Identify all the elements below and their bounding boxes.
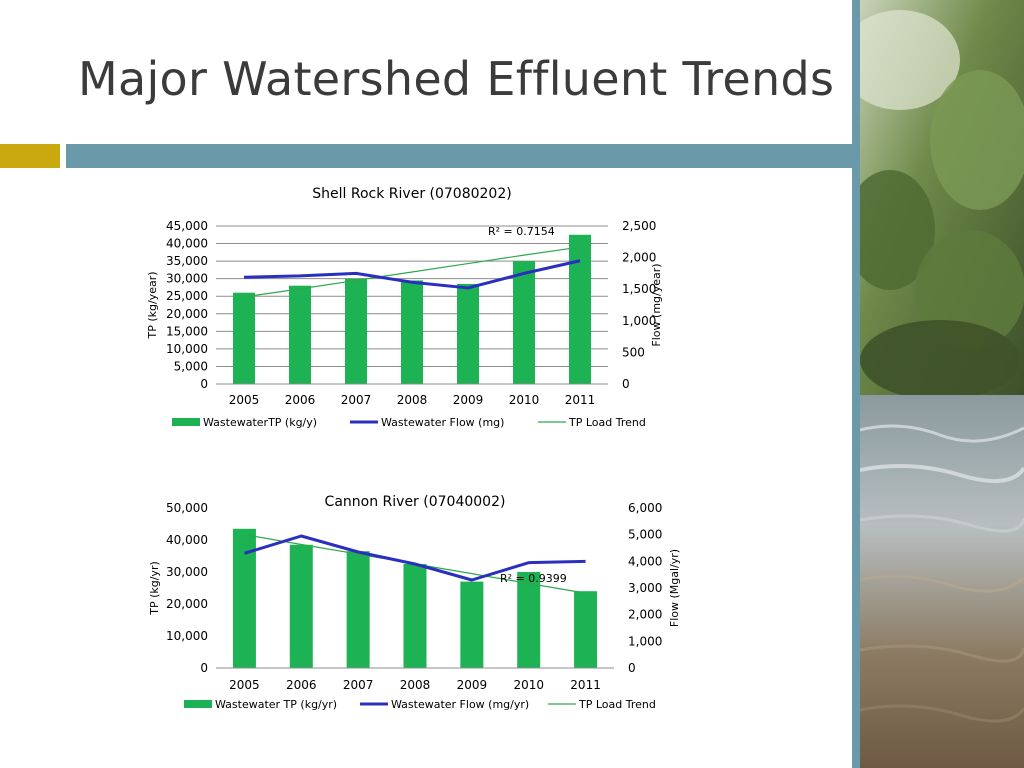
bar xyxy=(569,234,591,384)
legend-label: Wastewater Flow (mg) xyxy=(381,416,504,429)
x-tick-label: 2011 xyxy=(570,678,601,692)
y2-axis-label: Flow (mg/year) xyxy=(650,263,663,346)
x-tick-label: 2005 xyxy=(229,393,260,407)
river-photo xyxy=(860,0,1024,768)
bar xyxy=(401,280,423,384)
y2-tick-label: 2,000 xyxy=(622,251,656,265)
bar xyxy=(517,572,541,668)
legend-label: WastewaterTP (kg/y) xyxy=(203,416,317,429)
y-tick-label: 10,000 xyxy=(166,342,208,356)
x-tick-label: 2005 xyxy=(229,678,260,692)
x-tick-label: 2008 xyxy=(400,678,431,692)
x-tick-label: 2009 xyxy=(453,393,484,407)
bar xyxy=(513,261,535,384)
y2-axis-label: Flow (Mgal/yr) xyxy=(668,549,681,627)
flow-line xyxy=(243,534,586,582)
y-tick-label: 15,000 xyxy=(166,324,208,338)
y2-tick-label: 4,000 xyxy=(628,554,662,568)
flow-line xyxy=(243,259,581,290)
legend-label: Wastewater TP (kg/yr) xyxy=(215,698,337,711)
y-axis-label: TP (kg/year) xyxy=(146,271,159,339)
bar xyxy=(346,551,370,668)
x-tick-label: 2007 xyxy=(343,678,374,692)
bar xyxy=(403,564,427,668)
x-tick-label: 2009 xyxy=(457,678,488,692)
y-tick-label: 0 xyxy=(200,661,208,675)
y2-tick-label: 0 xyxy=(622,377,630,391)
bar xyxy=(289,285,311,384)
y2-tick-label: 1,000 xyxy=(628,634,662,648)
y2-tick-label: 500 xyxy=(622,345,645,359)
bar xyxy=(233,292,255,384)
bar xyxy=(232,528,256,668)
y-tick-label: 25,000 xyxy=(166,289,208,303)
legend-swatch-bar xyxy=(184,700,212,708)
y-tick-label: 10,000 xyxy=(166,629,208,643)
cannon-river-chart: Cannon River (07040002) 0 10,000 20,000 30,0… xyxy=(148,494,681,711)
y-axis-label: TP (kg/yr) xyxy=(148,561,161,616)
bar xyxy=(345,278,367,384)
chart-title: Cannon River (07040002) xyxy=(325,494,506,510)
y-tick-label: 50,000 xyxy=(166,501,208,515)
bar xyxy=(289,544,313,668)
bar xyxy=(574,591,598,668)
y2-tick-label: 2,000 xyxy=(628,608,662,622)
x-tick-label: 2010 xyxy=(509,393,540,407)
y-tick-label: 20,000 xyxy=(166,597,208,611)
side-divider xyxy=(852,0,860,768)
y-tick-label: 5,000 xyxy=(174,359,208,373)
y2-tick-label: 2,500 xyxy=(622,219,656,233)
y-tick-label: 35,000 xyxy=(166,254,208,268)
x-tick-label: 2007 xyxy=(341,393,372,407)
x-tick-label: 2006 xyxy=(286,678,317,692)
legend-label: TP Load Trend xyxy=(578,698,656,711)
bar xyxy=(457,283,479,384)
r-squared-label: R² = 0.7154 xyxy=(488,225,555,238)
y-tick-label: 20,000 xyxy=(166,307,208,321)
y2-tick-label: 1,500 xyxy=(622,282,656,296)
x-tick-label: 2008 xyxy=(397,393,428,407)
r-squared-label: R² = 0.9399 xyxy=(500,572,567,585)
y2-tick-label: 3,000 xyxy=(628,581,662,595)
x-tick-label: 2010 xyxy=(513,678,544,692)
accent-bar-teal xyxy=(66,144,858,168)
y2-tick-label: 1,000 xyxy=(622,314,656,328)
y-tick-label: 30,000 xyxy=(166,272,208,286)
chart-title: Shell Rock River (07080202) xyxy=(312,186,511,202)
river-photo-art xyxy=(860,0,1024,768)
accent-bar-gold xyxy=(0,144,60,168)
legend-label: TP Load Trend xyxy=(568,416,646,429)
slide-title: Major Watershed Effluent Trends xyxy=(78,52,835,106)
y-tick-label: 0 xyxy=(200,377,208,391)
shell-rock-chart: Shell Rock River (07080202) 0 5,000 10,000 1… xyxy=(146,186,663,429)
x-tick-label: 2006 xyxy=(285,393,316,407)
legend-swatch-bar xyxy=(172,418,200,426)
y2-tick-label: 6,000 xyxy=(628,501,662,515)
y-tick-label: 45,000 xyxy=(166,219,208,233)
y2-tick-label: 0 xyxy=(628,661,636,675)
y-tick-label: 30,000 xyxy=(166,565,208,579)
legend-label: Wastewater Flow (mg/yr) xyxy=(391,698,529,711)
y-tick-label: 40,000 xyxy=(166,533,208,547)
y-tick-label: 40,000 xyxy=(166,237,208,251)
trend-line xyxy=(243,246,581,298)
x-tick-label: 2011 xyxy=(565,393,596,407)
y2-tick-label: 5,000 xyxy=(628,528,662,542)
bar xyxy=(460,581,484,668)
